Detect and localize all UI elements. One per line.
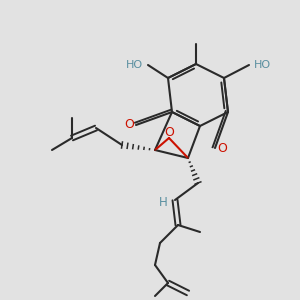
Text: H: H [159,196,167,209]
Text: O: O [124,118,134,131]
Text: O: O [217,142,227,154]
Text: HO: HO [126,60,143,70]
Text: O: O [164,125,174,139]
Text: HO: HO [254,60,271,70]
